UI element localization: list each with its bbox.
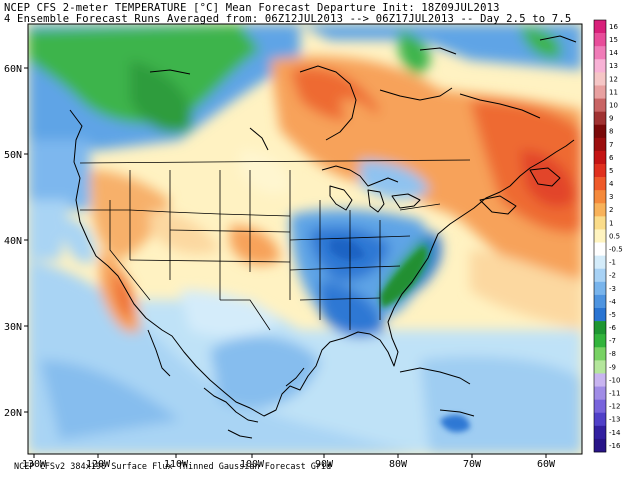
colorbar-label: 13 [609,62,618,70]
lat-label: 50N [4,150,22,161]
colorbar-swatch [594,72,606,86]
lat-ticks [24,67,28,413]
colorbar-swatch [594,216,606,230]
lon-label: 90W [315,459,334,470]
colorbar-swatch [594,150,606,165]
colorbar-swatch [594,412,606,427]
colorbar-swatch [594,124,606,139]
colorbar-label: -2 [609,272,616,280]
colorbar-label: 12 [609,75,618,83]
colorbar-label: 10 [609,101,618,109]
map-title-line-2: 4 Ensemble Forecast Runs Averaged from: … [4,13,572,25]
lon-label: 60W [537,459,556,470]
colorbar-swatch [594,203,606,217]
lat-labels: 60N 50N 40N 30N 20N [4,64,22,419]
colorbar-label: -10 [609,376,620,384]
colorbar-swatch [594,46,606,60]
colorbar-swatch [594,177,606,191]
lon-label: 120W [86,459,111,470]
colorbar-label: -14 [609,429,621,437]
colorbar-label: -8 [609,350,616,358]
lon-ticks [33,454,547,458]
lon-label: 100W [240,459,265,470]
colorbar-swatch [594,294,606,309]
colorbar-swatch [594,98,606,112]
colorbar-swatch [594,33,606,47]
colorbar-legend: 16 15 14 13 12 11 10 9 8 7 6 5 4 3 2 1 0.5 -0.5 -1 -2 -3 -4 -5… [593,19,623,453]
colorbar-label: 6 [609,154,614,162]
lat-label: 40N [4,236,22,247]
coastlines [69,35,577,439]
colorbar-label: -13 [609,416,620,424]
colorbar-swatch [594,137,606,152]
lat-label: 60N [4,64,22,75]
colorbar-label: 7 [609,141,613,149]
colorbar-swatch [594,229,606,243]
lat-label: 30N [4,322,22,333]
colorbar-label: 5 [609,167,613,175]
colorbar-label: 4 [609,180,614,188]
colorbar-swatch [594,20,606,34]
colorbar-label: 2 [609,206,613,214]
map-footer-note: NCEP CFSv2 384x190 Surface Flux Thinned … [14,462,332,472]
colorbar-swatch [594,360,606,374]
lon-label: 110W [164,459,189,470]
colorbar-label: -16 [609,442,621,450]
state-borders [79,159,471,331]
colorbar-label: -6 [609,324,617,332]
colorbar-label: 3 [609,193,613,201]
colorbar-label: -11 [609,389,620,397]
map-title-line-1: NCEP CFS 2-meter TEMPERATURE [°C] Mean F… [4,2,500,14]
colorbar-swatch [594,308,606,322]
colorbar-swatch [594,164,606,178]
colorbar-label: -5 [609,311,616,319]
colorbar-swatch [594,268,606,283]
lat-label: 20N [4,408,22,419]
lon-label: 70W [463,459,482,470]
colorbar-swatch [594,59,606,73]
colorbar-label: -0.5 [609,245,623,253]
colorbar-swatch [594,373,606,387]
colorbar-swatch [594,425,606,440]
colorbar-swatch [594,85,606,99]
colorbar-swatch [594,386,606,400]
colorbar-label: 15 [609,36,618,44]
colorbar-swatch [594,190,606,204]
colorbar-label: 0.5 [609,232,620,240]
lon-label: 80W [389,459,408,470]
colorbar-label: -4 [609,298,617,306]
colorbar-label: 11 [609,88,618,96]
colorbar-swatch [594,111,606,126]
colorbar-label: -12 [609,403,620,411]
colorbar-label: -3 [609,285,616,293]
colorbar-label: -9 [609,363,616,371]
colorbar-label: 9 [609,115,613,123]
colorbar-swatch [594,399,606,414]
lon-label: 130W [22,459,47,470]
colorbar-swatch [594,242,606,256]
colorbar-swatch [594,255,606,270]
colorbar-swatch [594,321,606,335]
map-plot-area [28,24,582,454]
colorbar-label: 1 [609,219,613,227]
colorbar-swatch [594,347,606,361]
colorbar-label: 8 [609,128,613,136]
colorbar-label: -7 [609,337,616,345]
colorbar-swatch [594,438,606,453]
lon-labels: 130W 120W 110W 100W 90W 80W 70W 60W [22,459,556,470]
colorbar-swatch [594,281,606,296]
colorbar-label: 14 [609,49,618,57]
colorbar-frame [593,19,607,453]
map-frame [27,23,583,455]
colorbar-label: 16 [609,23,618,31]
colorbar-label: -1 [609,259,616,267]
colorbar-swatch [594,334,606,348]
